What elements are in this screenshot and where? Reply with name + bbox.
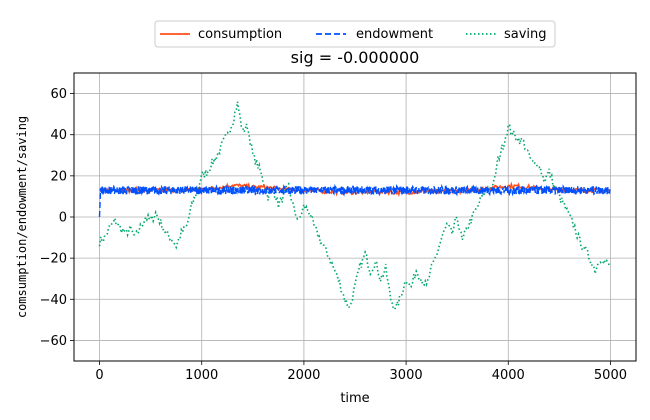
series-endowment-line <box>98 183 612 218</box>
chart-title: sig = -0.000000 <box>291 48 420 67</box>
series-saving-line <box>98 101 612 311</box>
y-tick-label: 60 <box>50 87 67 102</box>
legend-label-consumption: consumption <box>198 27 282 42</box>
x-tick-label: 1000 <box>185 368 218 383</box>
y-tick-label: 0 <box>59 211 67 226</box>
legend: consumption endowment saving <box>154 20 556 48</box>
y-tick-label: 20 <box>50 169 67 184</box>
grid <box>74 73 636 361</box>
x-tick-label: 4000 <box>492 368 525 383</box>
legend-label-saving: saving <box>504 27 547 42</box>
x-tick-label: 0 <box>95 368 103 383</box>
x-axis-label: time <box>340 391 369 406</box>
y-tick-label: 40 <box>50 128 67 143</box>
series-layer <box>98 101 612 311</box>
y-axis-ticks: −60 −40 −20 0 20 40 60 <box>40 87 74 349</box>
y-tick-label: −40 <box>40 293 67 308</box>
x-axis-ticks: 0 1000 2000 3000 4000 5000 <box>95 361 627 383</box>
x-tick-label: 3000 <box>390 368 423 383</box>
y-tick-label: −60 <box>40 334 67 349</box>
legend-label-endowment: endowment <box>356 27 433 42</box>
x-tick-label: 5000 <box>594 368 627 383</box>
plot-area <box>98 101 612 311</box>
x-tick-label: 2000 <box>287 368 320 383</box>
y-axis-label: comsumption/endowment/saving <box>15 116 29 318</box>
y-tick-label: −20 <box>40 252 67 267</box>
legend-box <box>154 20 556 48</box>
